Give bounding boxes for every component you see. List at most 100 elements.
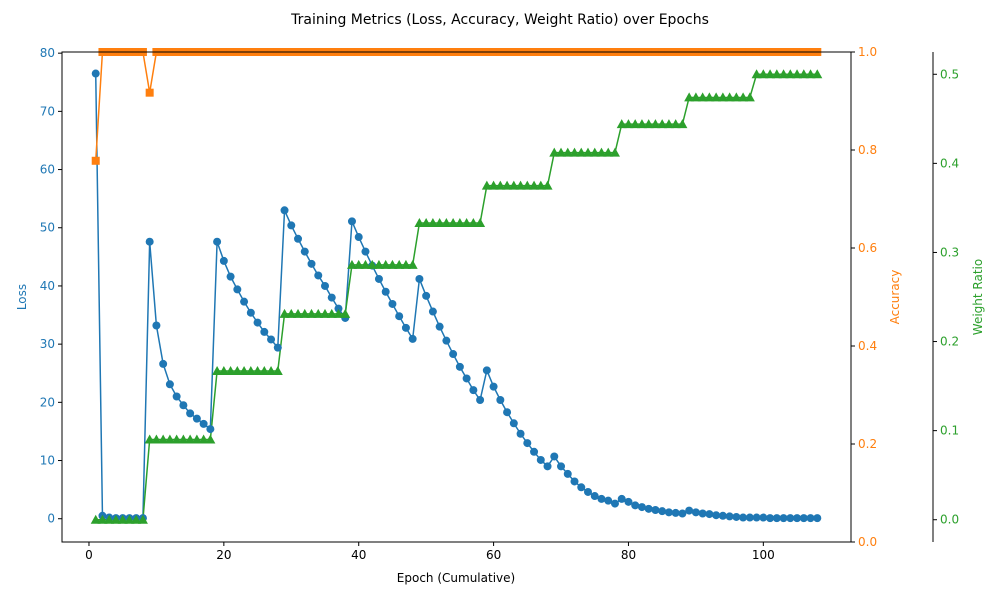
series-0-point bbox=[813, 514, 822, 523]
series-2-point bbox=[272, 365, 283, 375]
series-0-point bbox=[300, 247, 309, 256]
series-0-point bbox=[415, 274, 424, 283]
series-2-point bbox=[286, 308, 297, 318]
series-0-point bbox=[159, 359, 168, 368]
series-0-point bbox=[388, 299, 397, 308]
y2-tick-label: 0.1 bbox=[940, 424, 959, 438]
series-2-point bbox=[360, 259, 371, 269]
series-0-point bbox=[557, 462, 566, 471]
series-0-point bbox=[482, 366, 491, 375]
chart-title: Training Metrics (Loss, Accuracy, Weight… bbox=[290, 12, 709, 28]
series-2-point bbox=[684, 92, 695, 102]
series-2-point bbox=[677, 119, 688, 129]
series-0-point bbox=[685, 506, 694, 515]
series-0-point bbox=[192, 414, 201, 423]
series-2-point bbox=[792, 69, 803, 79]
series-0-point bbox=[779, 514, 788, 523]
series-0-point bbox=[658, 507, 667, 516]
y1-tick-label: 0.8 bbox=[858, 143, 877, 157]
series-2-point bbox=[245, 365, 256, 375]
series-0-point bbox=[233, 285, 242, 294]
series-0-point bbox=[226, 272, 235, 281]
series-2-point bbox=[421, 218, 432, 228]
series-2-point bbox=[279, 308, 290, 318]
series-2-point bbox=[340, 308, 351, 318]
series-0-point bbox=[793, 514, 802, 523]
series-0-point bbox=[503, 408, 512, 417]
series-2-point bbox=[596, 147, 607, 157]
series-2-point bbox=[225, 365, 236, 375]
series-2-point bbox=[454, 218, 465, 228]
y0-tick-label: 30 bbox=[40, 337, 55, 351]
series-2-point bbox=[400, 259, 411, 269]
series-0-point bbox=[165, 380, 174, 389]
series-0-point bbox=[509, 419, 518, 428]
y0-axis-label: Loss bbox=[15, 284, 29, 310]
series-2-point bbox=[475, 218, 486, 228]
series-0-point bbox=[449, 350, 458, 359]
series-2-point bbox=[414, 218, 425, 228]
series-0-point bbox=[476, 396, 485, 405]
series-2-point bbox=[326, 308, 337, 318]
series-0-point bbox=[523, 439, 532, 448]
series-0-point bbox=[799, 514, 808, 523]
series-2-point bbox=[805, 69, 816, 79]
series-0-point bbox=[745, 513, 754, 522]
series-2-point bbox=[218, 365, 229, 375]
series-2-point bbox=[569, 147, 580, 157]
series-2-point bbox=[758, 69, 769, 79]
series-0-point bbox=[428, 307, 437, 316]
series-2-point bbox=[90, 514, 101, 524]
plot-frame bbox=[61, 51, 852, 543]
series-2-point bbox=[353, 259, 364, 269]
series-2-point bbox=[529, 180, 540, 190]
series-0-point bbox=[374, 274, 383, 283]
series-2-point bbox=[468, 218, 479, 228]
y2-tick-label: 0.4 bbox=[940, 156, 959, 170]
series-0-point bbox=[395, 312, 404, 321]
axes-layer: 0 20 40 60 80 100 0 10 20 30 40 50 60 70 80 Loss 0.0 0.2 0… bbox=[15, 45, 985, 562]
series-2-point bbox=[771, 69, 782, 79]
series-0-point bbox=[550, 452, 559, 461]
series-0-point bbox=[361, 247, 370, 256]
series-0-point bbox=[766, 514, 775, 523]
series-2-point bbox=[636, 119, 647, 129]
series-0-point bbox=[718, 511, 727, 520]
series-2-point bbox=[549, 147, 560, 157]
series-2-point bbox=[643, 119, 654, 129]
series-2-point bbox=[144, 434, 155, 444]
series-0-point bbox=[678, 509, 687, 518]
series-2-point bbox=[778, 69, 789, 79]
series-2-point bbox=[137, 514, 148, 524]
series-0-point bbox=[199, 419, 208, 428]
series-2-point bbox=[717, 92, 728, 102]
series-0-point bbox=[570, 477, 579, 486]
series-0-point bbox=[732, 512, 741, 521]
series-0-point bbox=[186, 409, 195, 418]
series-2-point bbox=[367, 259, 378, 269]
series-2-point bbox=[158, 434, 169, 444]
series-0-point bbox=[637, 503, 646, 512]
x-tick-label: 0 bbox=[85, 548, 93, 562]
series-0-point bbox=[401, 323, 410, 332]
series-2-point bbox=[630, 119, 641, 129]
y1-tick-label: 0.4 bbox=[858, 339, 877, 353]
series-2-point bbox=[798, 69, 809, 79]
series-2-point bbox=[333, 308, 344, 318]
series-2-point bbox=[97, 514, 108, 524]
x-tick-label: 80 bbox=[621, 548, 636, 562]
series-2-point bbox=[259, 365, 270, 375]
series-0-point bbox=[307, 259, 316, 268]
series-0-point bbox=[584, 487, 592, 496]
series-0-point bbox=[489, 382, 498, 391]
series-2-point bbox=[131, 514, 142, 524]
series-2-point bbox=[738, 92, 749, 102]
series-2-point bbox=[380, 259, 391, 269]
series-2-point bbox=[522, 180, 533, 190]
series-0-point bbox=[435, 322, 444, 331]
series-0-point bbox=[530, 447, 539, 456]
series-0-point bbox=[725, 512, 734, 521]
series-0-point bbox=[563, 469, 572, 478]
series-0-point bbox=[590, 492, 599, 501]
